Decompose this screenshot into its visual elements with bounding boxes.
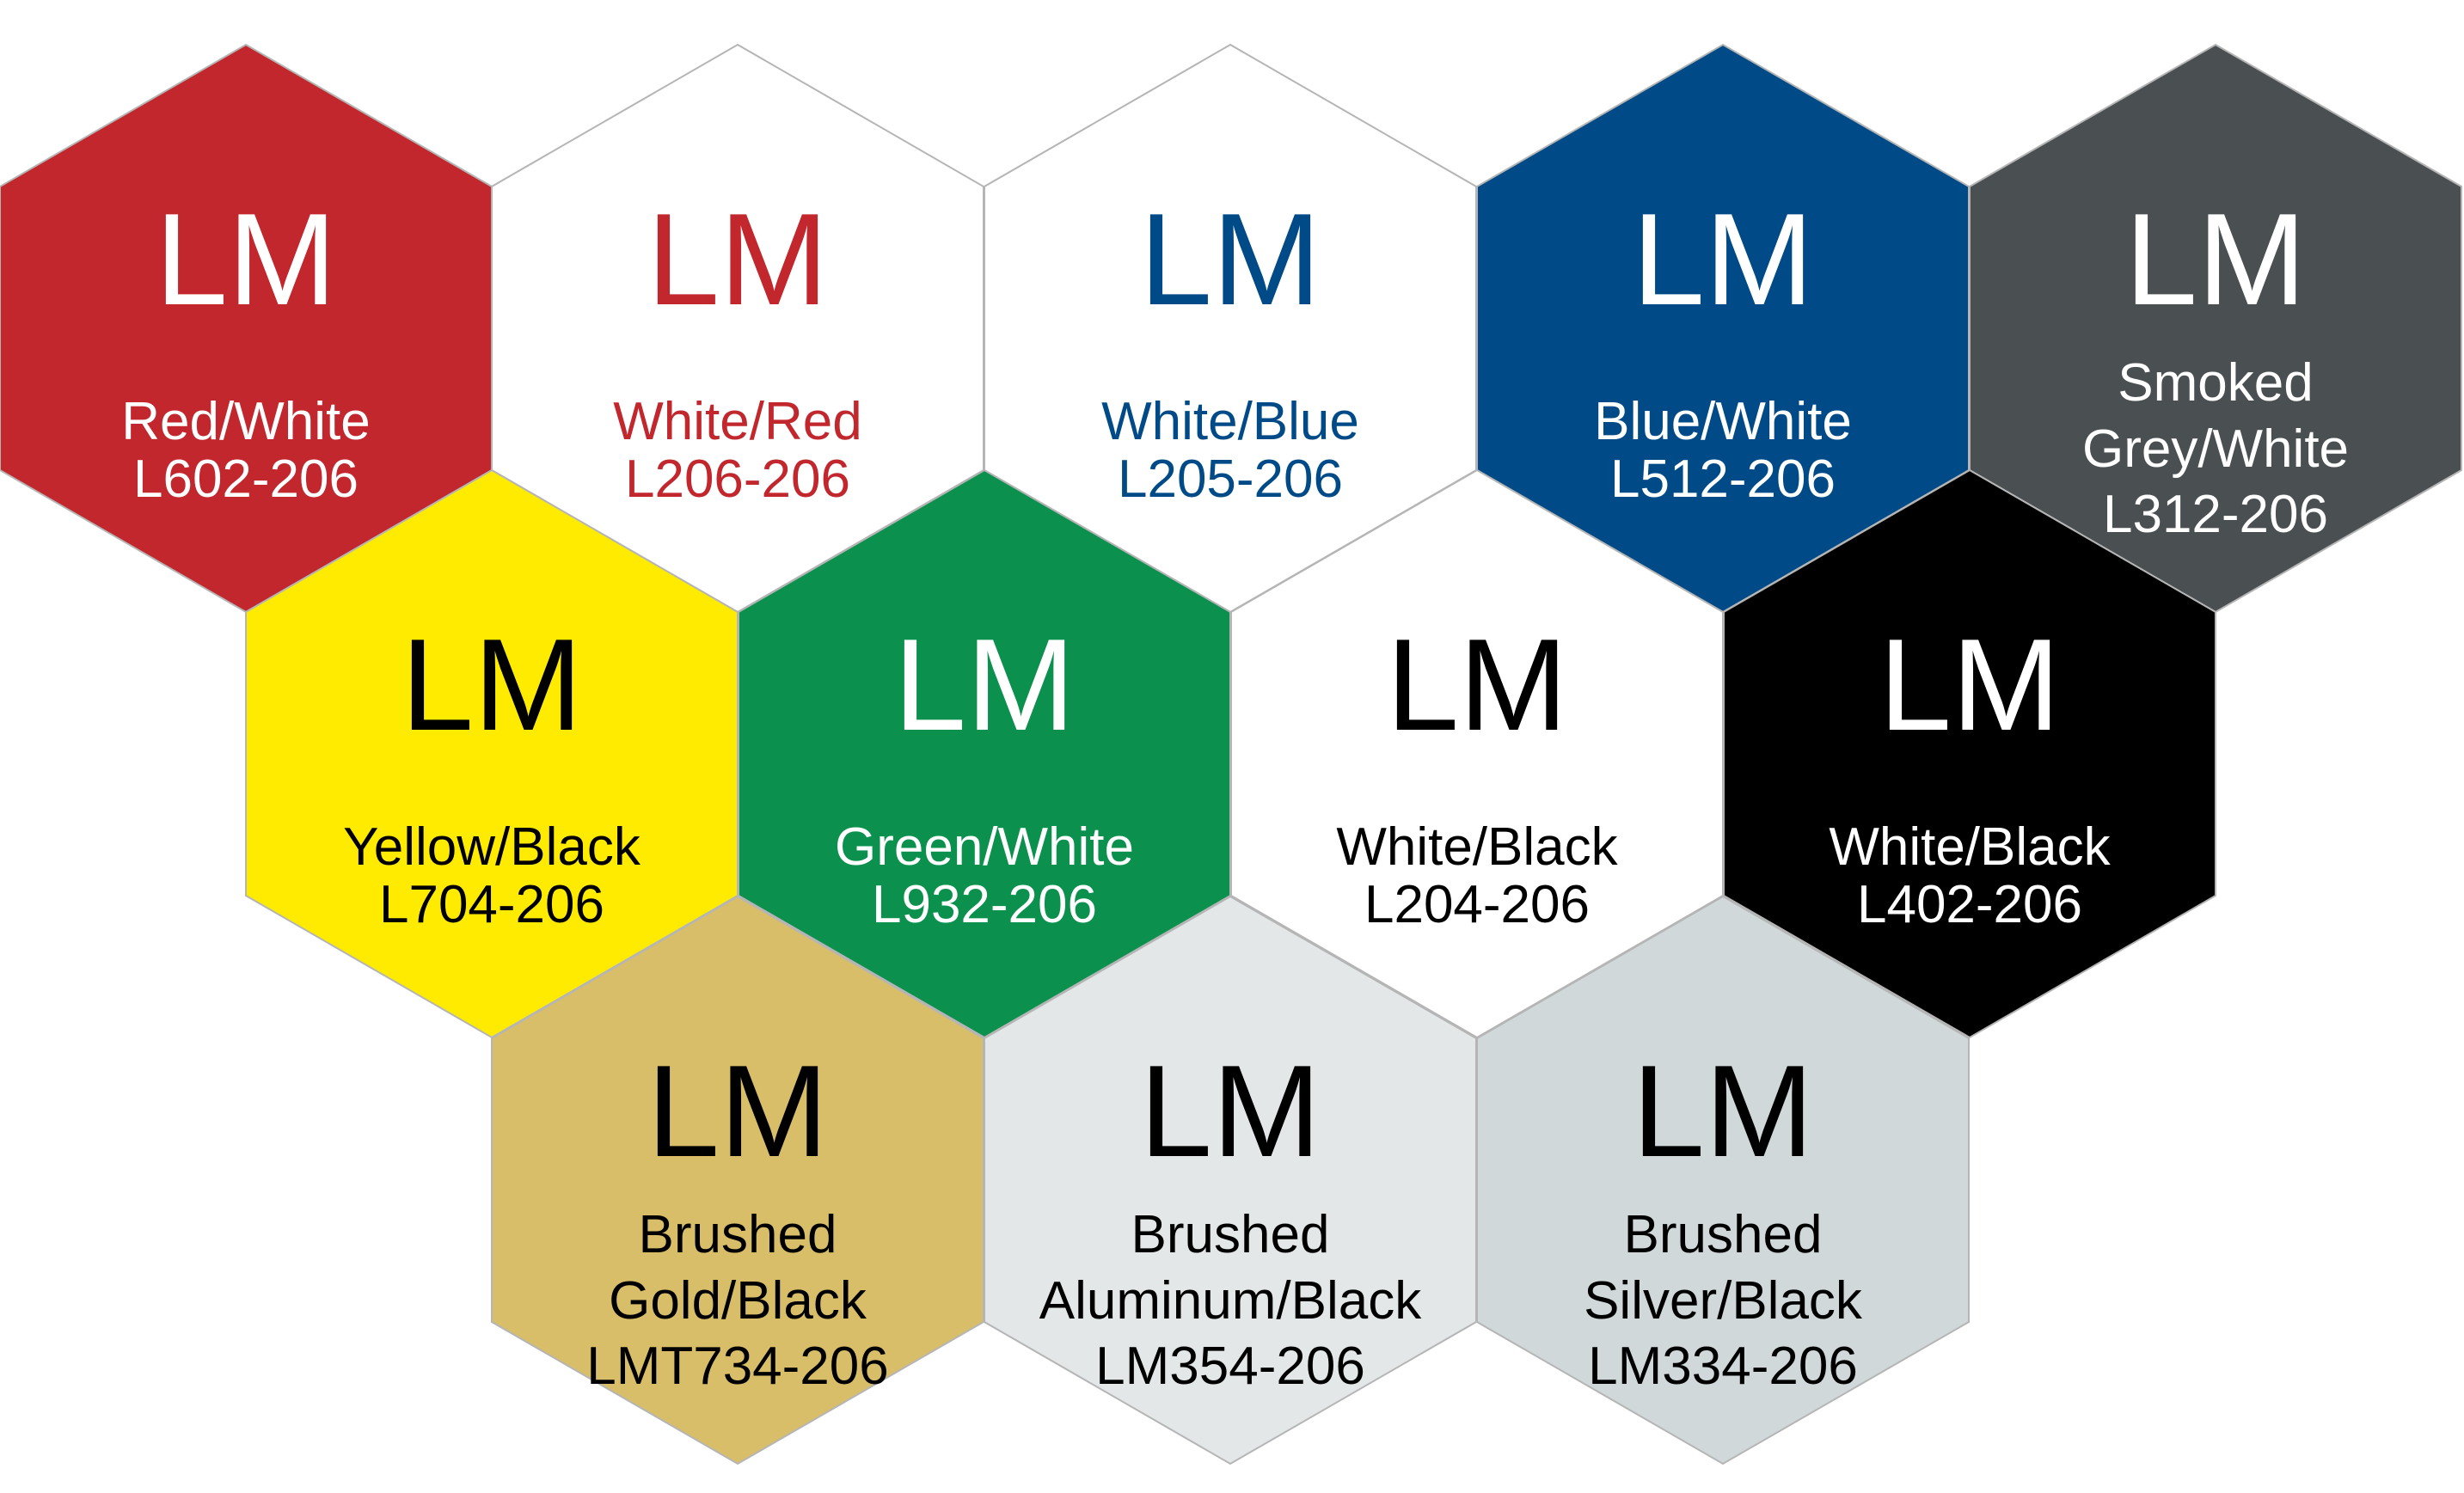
swatch-part-number: L602-206 — [132, 450, 359, 509]
swatch-part-number: L204-206 — [1364, 875, 1591, 934]
swatch-smoked-grey-white: LM Smoked Grey/White L312-206 — [1969, 43, 2462, 614]
swatch-finish: Brushed — [638, 1205, 837, 1264]
swatch-code: LM — [2124, 187, 2307, 333]
swatch-color-name: White/Red — [613, 392, 862, 451]
swatch-part-number: L205-206 — [1117, 450, 1344, 509]
swatch-white-black: LM White/Black L204-206 — [1230, 468, 1724, 1039]
swatch-code: LM — [1879, 612, 2061, 758]
swatch-code: LM — [1139, 1038, 1321, 1184]
swatch-color-name: Aluminum/Black — [1039, 1271, 1422, 1331]
swatch-brushed-aluminum-black: LM Brushed Aluminum/Black LM354-206 — [984, 895, 1477, 1465]
swatch-blue-white: LM Blue/White L512-206 — [1476, 43, 1970, 614]
swatch-finish: Brushed — [1623, 1205, 1823, 1264]
swatch-color-name: Blue/White — [1594, 392, 1852, 451]
swatch-code: LM — [1632, 187, 1814, 333]
swatch-part-number: L932-206 — [871, 875, 1098, 934]
swatch-red-white: LM Red/White L602-206 — [0, 43, 493, 614]
swatch-color-name: Smoked — [2118, 353, 2314, 413]
swatch-color-name: White/Black — [1336, 817, 1618, 877]
swatch-white-red: LM White/Red L206-206 — [491, 43, 984, 614]
swatch-color-name: Grey/White — [2081, 419, 2350, 479]
swatch-part-number: L704-206 — [378, 875, 605, 934]
swatch-color-name: Silver/Black — [1584, 1271, 1862, 1331]
swatch-part-number: L512-206 — [1609, 450, 1836, 509]
swatch-part-number: LM354-206 — [1095, 1337, 1365, 1396]
swatch-black-white: LM White/Black L402-206 — [1723, 468, 2216, 1039]
swatch-part-number: LM334-206 — [1588, 1337, 1858, 1396]
swatch-code: LM — [1632, 1038, 1814, 1184]
swatch-color-name: Yellow/Black — [343, 817, 641, 877]
swatch-brushed-gold-black: LM Brushed Gold/Black LMT734-206 — [491, 895, 984, 1465]
swatch-code: LM — [647, 187, 829, 333]
swatch-brushed-silver-black: LM Brushed Silver/Black LM334-206 — [1476, 895, 1970, 1465]
swatch-part-number: L206-206 — [624, 450, 851, 509]
swatch-part-number: L402-206 — [1856, 875, 2083, 934]
swatch-yellow-black: LM Yellow/Black L704-206 — [245, 468, 739, 1039]
swatch-code: LM — [401, 612, 583, 758]
swatch-finish: Brushed — [1131, 1205, 1330, 1264]
swatch-white-blue: LM White/Blue L205-206 — [984, 43, 1477, 614]
swatch-code: LM — [893, 612, 1076, 758]
swatch-code: LM — [1139, 187, 1321, 333]
swatch-green-white: LM Green/White L932-206 — [738, 468, 1231, 1039]
swatch-color-name: White/Blue — [1101, 392, 1359, 451]
swatch-color-name: White/Black — [1829, 817, 2111, 877]
swatch-part-number: LMT734-206 — [586, 1337, 889, 1396]
swatch-color-name: Gold/Black — [609, 1271, 867, 1331]
swatch-code: LM — [155, 187, 337, 333]
swatch-code: LM — [647, 1038, 829, 1184]
swatch-color-name: Green/White — [834, 817, 1135, 877]
swatch-part-number: L312-206 — [2102, 485, 2329, 544]
swatch-color-name: Red/White — [121, 392, 371, 451]
swatch-code: LM — [1386, 612, 1568, 758]
